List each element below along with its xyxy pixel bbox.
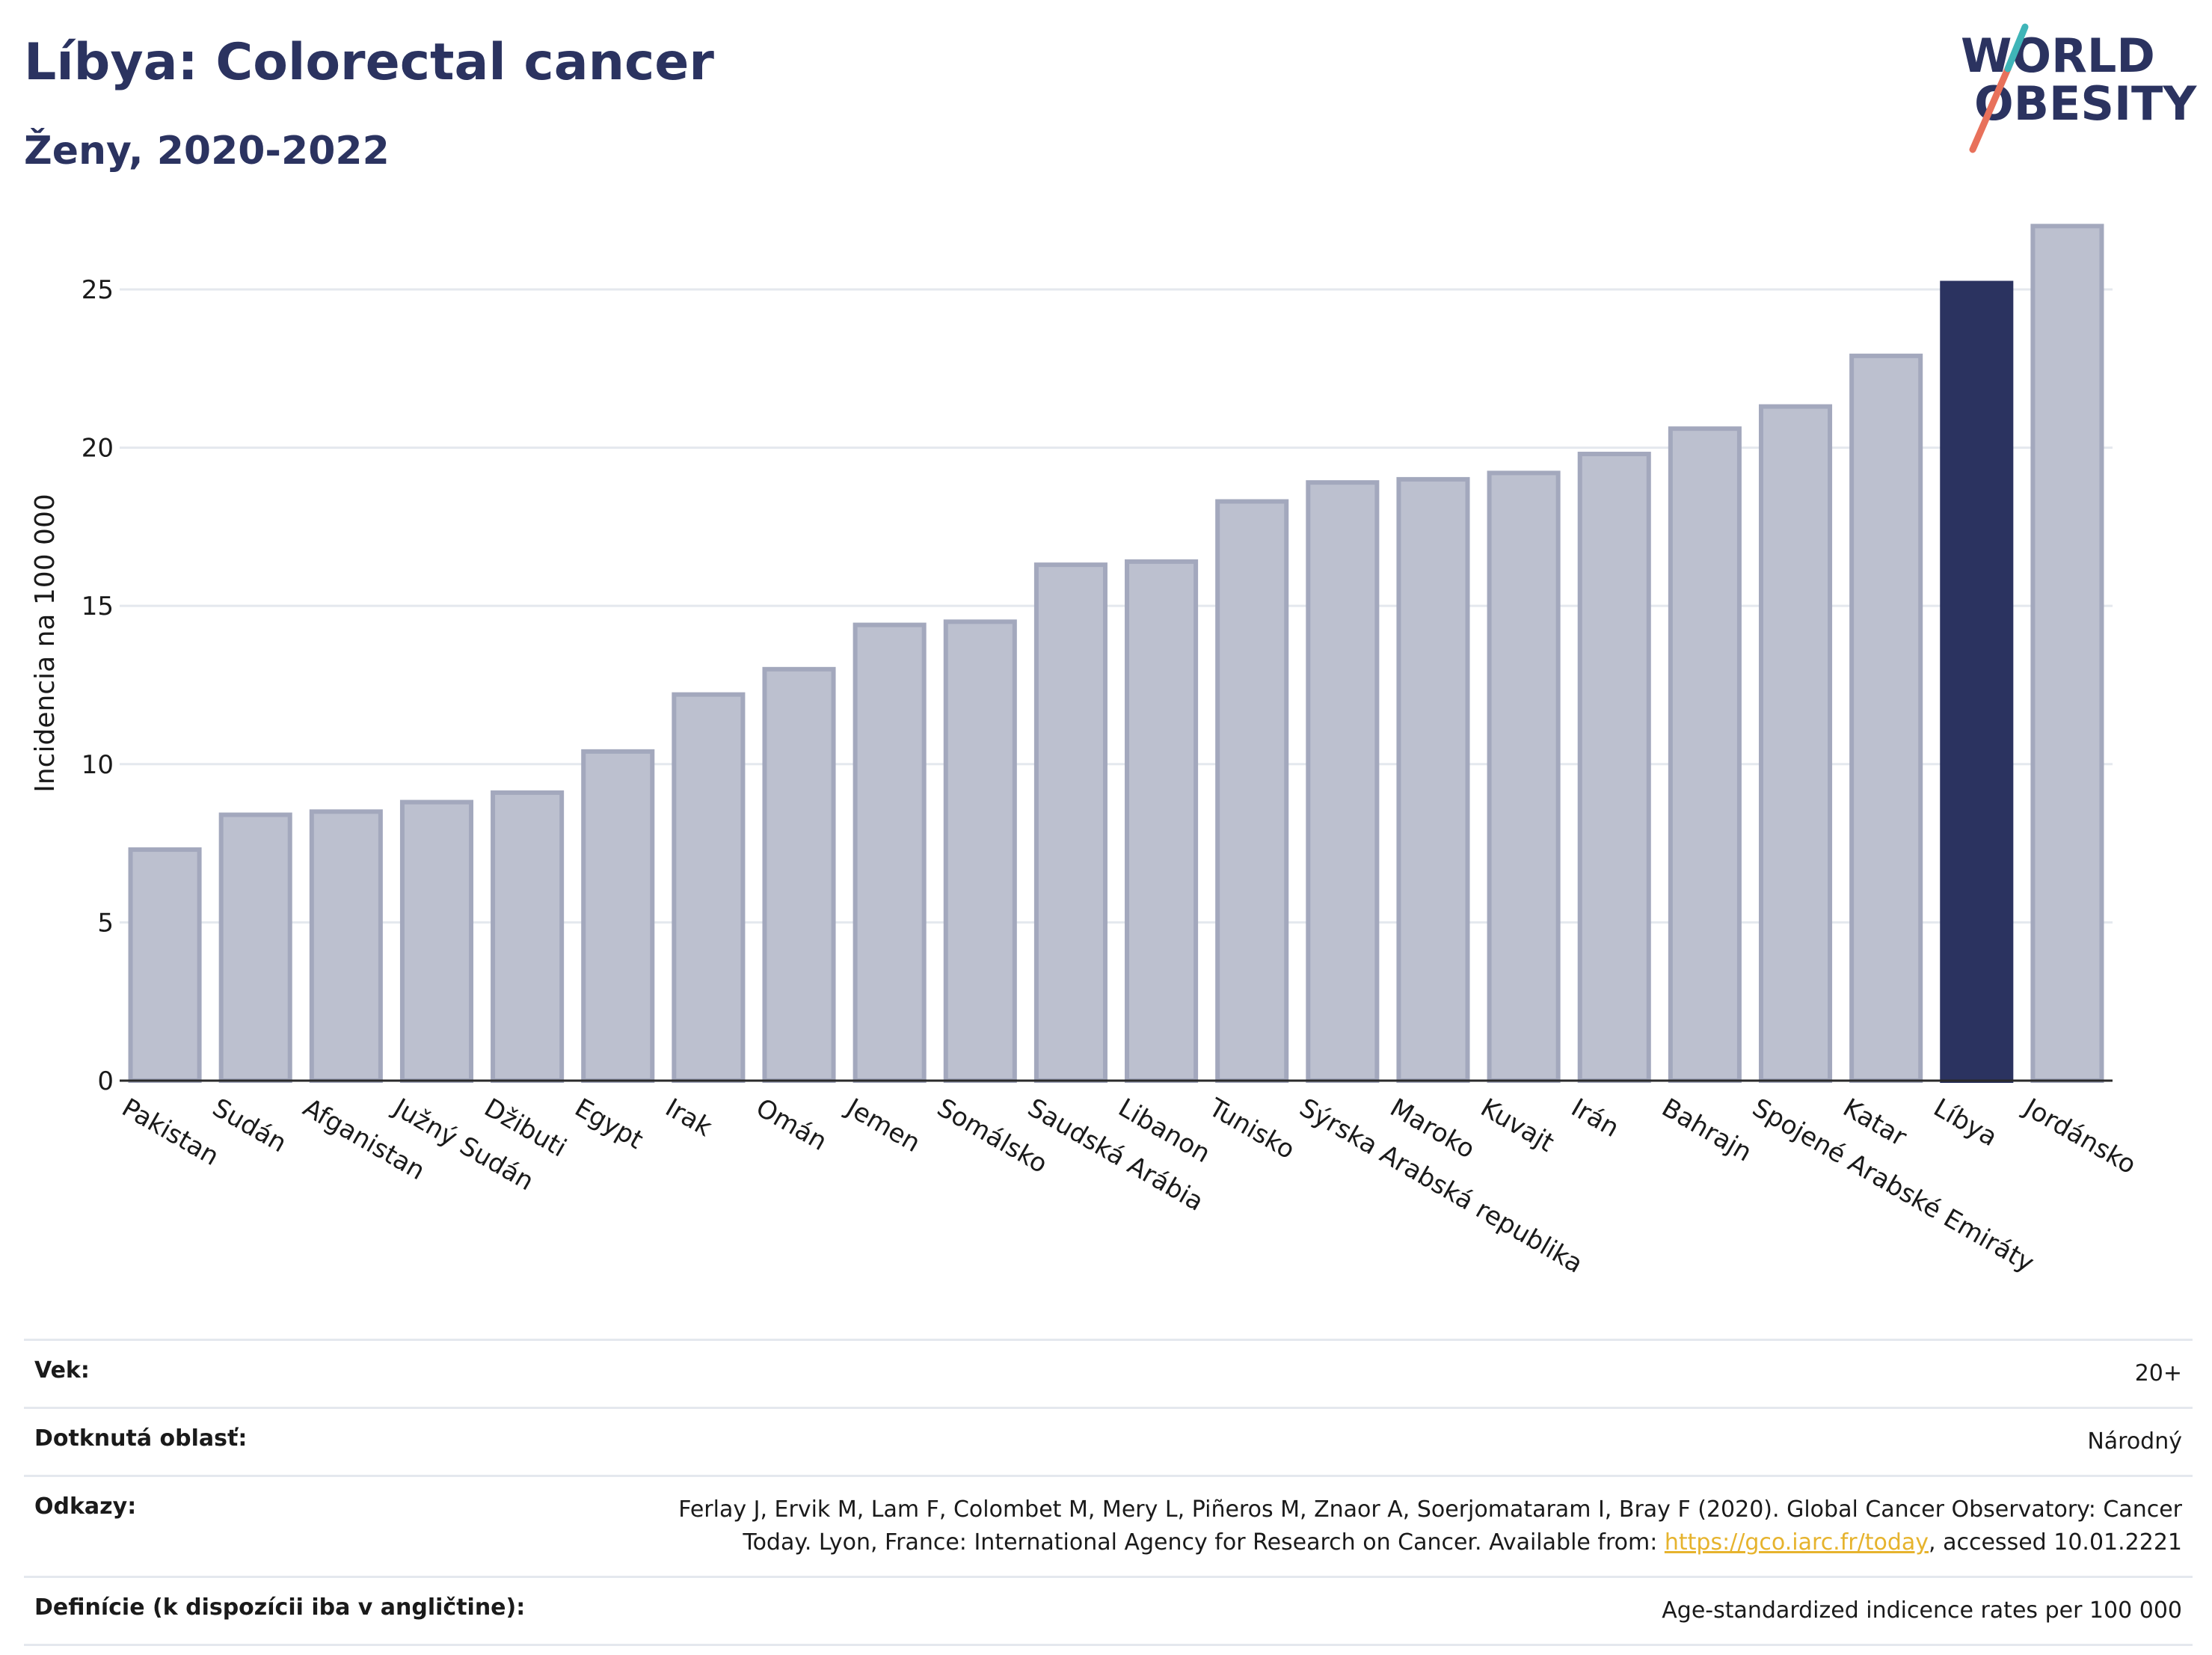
bar — [2030, 224, 2104, 1084]
y-axis-title: Incidencia na 100 000 — [30, 494, 61, 793]
bar — [309, 809, 383, 1083]
y-tick-label: 0 — [97, 1066, 114, 1096]
axes: 0 5 10 15 20 25 — [82, 275, 2113, 1096]
x-tick-label: Irak — [660, 1093, 717, 1143]
bar — [491, 790, 565, 1083]
bar — [1306, 480, 1380, 1083]
bar — [1849, 353, 1923, 1083]
x-tick-label: Líbya — [1929, 1093, 2003, 1152]
info-row-references: Odkazy: Ferlay J, Ervik M, Lam F, Colomb… — [24, 1475, 2193, 1578]
bar — [1396, 476, 1470, 1083]
bar — [128, 847, 202, 1084]
bar — [399, 799, 474, 1083]
info-table: Vek: 20+ Dotknutá oblasť: Národný Odkazy… — [24, 1339, 2193, 1646]
reference-line-2-post: , accessed 10.01.2221 — [1929, 1529, 2182, 1556]
y-tick-label: 10 — [82, 750, 114, 780]
bar — [1487, 470, 1561, 1083]
page-subtitle: Ženy, 2020-2022 — [24, 129, 390, 174]
page-title: Líbya: Colorectal cancer — [24, 33, 714, 92]
bar — [581, 749, 655, 1083]
y-tick-label: 20 — [82, 434, 114, 464]
bar — [1940, 280, 2014, 1083]
x-tick-label: Bahrajn — [1656, 1093, 1757, 1167]
info-value-definitions: Age-standardized indicence rates per 100… — [568, 1576, 2193, 1646]
y-tick-label: 25 — [82, 275, 114, 305]
logo-text-line2: OBESITY — [1974, 76, 2197, 131]
info-row-area: Dotknutá oblasť: Národný — [24, 1407, 2193, 1477]
bar — [762, 666, 836, 1083]
reference-line-2: Today. Lyon, France: International Agenc… — [580, 1526, 2182, 1559]
world-obesity-logo: WORLD OBESITY — [1961, 23, 2197, 153]
x-tick-label: Omán — [751, 1093, 832, 1157]
info-row-definitions: Definície (k dispozícii iba v angličtine… — [24, 1576, 2193, 1646]
bar — [1125, 559, 1199, 1083]
info-key-references: Odkazy: — [24, 1475, 569, 1578]
bar — [218, 812, 292, 1083]
x-tick-label: Pakistan — [117, 1093, 224, 1172]
x-tick-label: Jordánsko — [2018, 1092, 2141, 1180]
x-tick-label: Jemen — [840, 1092, 925, 1158]
info-key-area: Dotknutá oblasť: — [24, 1407, 569, 1477]
bar — [1033, 562, 1107, 1083]
bar — [1577, 452, 1651, 1083]
bar — [1215, 499, 1289, 1083]
info-key-definitions: Definície (k dispozícii iba v angličtine… — [24, 1576, 569, 1646]
reference-link[interactable]: https://gco.iarc.fr/today — [1664, 1529, 1929, 1556]
y-tick-label: 15 — [82, 592, 114, 621]
y-tick-label: 5 — [97, 908, 114, 938]
bar — [943, 619, 1017, 1083]
info-value-area: Národný — [568, 1407, 2193, 1477]
x-tick-label: Kuvajt — [1475, 1093, 1559, 1158]
bar — [852, 622, 927, 1083]
reference-line-2-pre: Today. Lyon, France: International Agenc… — [743, 1529, 1665, 1556]
bars — [128, 224, 2104, 1084]
bar — [672, 692, 746, 1083]
logo-text-line1: WORLD — [1961, 28, 2155, 83]
info-value-age: 20+ — [568, 1339, 2193, 1409]
reference-line-1: Ferlay J, Ervik M, Lam F, Colombet M, Me… — [678, 1496, 2182, 1523]
logo-slash-teal — [2004, 23, 2029, 73]
x-tick-label: Tunisko — [1203, 1093, 1300, 1166]
x-tick-label: Irán — [1566, 1093, 1623, 1143]
bar — [1668, 426, 1742, 1083]
bar — [1758, 404, 1833, 1083]
info-key-age: Vek: — [24, 1339, 569, 1409]
x-tick-label: Egypt — [570, 1093, 648, 1155]
info-value-references: Ferlay J, Ervik M, Lam F, Colombet M, Me… — [568, 1475, 2193, 1578]
info-row-age: Vek: 20+ — [24, 1339, 2193, 1409]
logo-slash-red — [1969, 65, 2012, 153]
